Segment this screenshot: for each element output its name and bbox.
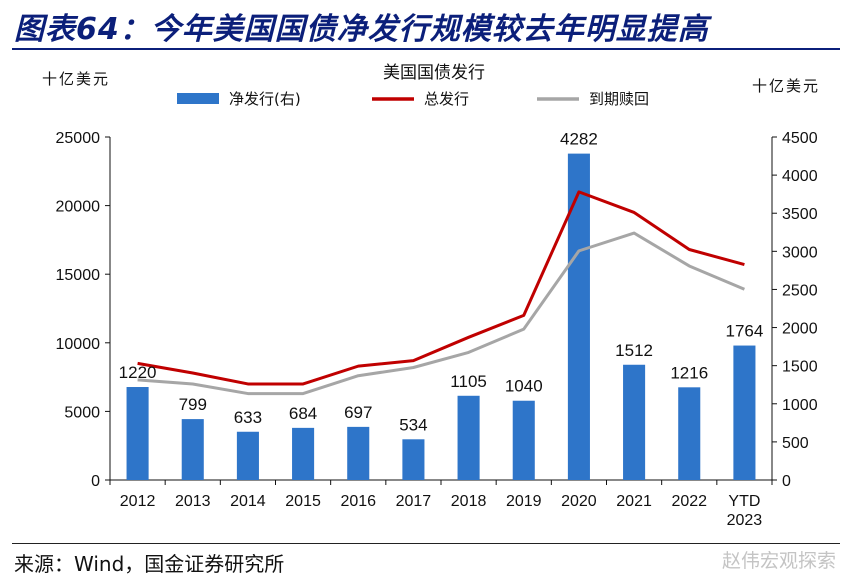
series-line — [137, 190, 745, 386]
x-tick-label: 2016 — [340, 493, 376, 510]
legend-label-redemption: 到期赎回 — [589, 90, 649, 108]
title-rule — [12, 48, 840, 50]
right-axis-tick-label: 3000 — [782, 244, 818, 261]
bar — [733, 345, 756, 480]
x-tick-label-line: 2015 — [285, 493, 321, 510]
right-axis-tick-label: 0 — [782, 473, 791, 490]
x-tick-label-line: 2022 — [671, 493, 707, 510]
bar-data-label: 684 — [289, 404, 317, 423]
chart: 美国国债发行 十亿美元 十亿美元 净发行(右) 总发行 到期赎回 0500010… — [42, 63, 820, 529]
bar-series — [126, 153, 756, 480]
x-tick-label-line: 2020 — [561, 493, 597, 510]
x-tick-label: 2013 — [175, 493, 211, 510]
bar-data-label: 633 — [234, 408, 262, 427]
x-tick-label: 2021 — [616, 493, 652, 510]
x-tick-label: 2014 — [230, 493, 266, 510]
bar-data-label: 1216 — [670, 363, 708, 382]
legend: 净发行(右) 总发行 到期赎回 — [177, 90, 649, 108]
x-tick-label-line: 2016 — [340, 493, 376, 510]
chart-title: 美国国债发行 — [383, 63, 485, 83]
right-axis-unit: 十亿美元 — [752, 77, 820, 95]
right-axis-tick-label: 4500 — [782, 130, 818, 147]
bar-data-label: 1764 — [726, 322, 764, 341]
x-tick-label-line: YTD — [728, 493, 760, 510]
bar — [623, 364, 646, 480]
x-tick-label: 2019 — [506, 493, 542, 510]
x-tick-label: 2017 — [396, 493, 432, 510]
bar-data-label: 534 — [399, 415, 427, 434]
left-axis-tick-label: 10000 — [56, 336, 101, 353]
left-axis-unit: 十亿美元 — [42, 70, 110, 88]
bar — [292, 427, 315, 480]
x-tick-label-line: 2013 — [175, 493, 211, 510]
bar — [236, 431, 259, 480]
x-tick-label-line: 2019 — [506, 493, 542, 510]
bar — [347, 426, 370, 480]
x-tick-label-line: 2017 — [396, 493, 432, 510]
x-tick-label-line: 2012 — [120, 493, 156, 510]
watermark: 赵伟宏观探索 — [721, 550, 836, 572]
bar-data-label: 1040 — [505, 377, 543, 396]
legend-swatch-net-issuance — [177, 93, 219, 104]
axes: 0 5000 10000 15000 20000 25000 0 500 1000 1500 200… — [56, 130, 818, 490]
left-axis-tick-label: 15000 — [56, 267, 101, 284]
x-tick-label: YTD 2023 — [727, 493, 763, 529]
right-axis-tick-label: 4000 — [782, 168, 818, 185]
legend-label-net-issuance: 净发行(右) — [229, 90, 301, 108]
x-tick-label: 2022 — [671, 493, 707, 510]
bar — [126, 387, 149, 480]
x-tick-label-line: 2021 — [616, 493, 652, 510]
right-axis-tick-label: 2000 — [782, 321, 818, 338]
line-series — [137, 190, 746, 396]
right-axis-tick-label: 500 — [782, 435, 809, 452]
x-tick-label: 2015 — [285, 493, 321, 510]
left-axis-tick-label: 0 — [91, 473, 100, 490]
left-axis-tick-label: 25000 — [56, 130, 101, 147]
bar-data-label: 799 — [179, 395, 207, 414]
x-tick-label-line: 2014 — [230, 493, 266, 510]
bar-data-label: 1512 — [615, 341, 653, 360]
bar — [457, 395, 480, 480]
bar-data-labels: 1220 799 633 684 697 534 1105 1040 4282 1512 1216 1… — [119, 130, 764, 435]
x-tick-label-line: 2023 — [727, 512, 763, 529]
series-line — [137, 231, 746, 396]
bar-data-label: 1220 — [119, 363, 157, 382]
bar-data-label: 697 — [344, 403, 372, 422]
right-axis-tick-label: 2500 — [782, 282, 818, 299]
x-tick-label-line: 2018 — [451, 493, 487, 510]
left-axis-tick-label: 20000 — [56, 199, 101, 216]
bar — [678, 387, 701, 480]
x-tick-labels: 2012 2013 2014 2015 2016 2017 2018 2019 2020 2021… — [120, 493, 763, 529]
bar — [512, 400, 535, 480]
source-note: 来源：Wind，国金证券研究所 — [14, 552, 285, 576]
bar — [567, 153, 590, 480]
legend-label-total-issuance: 总发行 — [424, 90, 469, 108]
figure-title: 图表64：今年美国国债净发行规模较去年明显提高 — [14, 12, 709, 47]
x-tick-label: 2020 — [561, 493, 597, 510]
bar — [181, 419, 204, 480]
source-rule — [12, 543, 840, 544]
bar-data-label: 4282 — [560, 130, 598, 149]
right-axis-tick-label: 3500 — [782, 206, 818, 223]
left-axis-tick-label: 5000 — [64, 404, 100, 421]
bar-data-label: 1105 — [450, 372, 487, 391]
right-axis-tick-label: 1000 — [782, 397, 818, 414]
bar — [402, 439, 425, 480]
right-axis-tick-label: 1500 — [782, 359, 818, 376]
x-tick-label: 2018 — [451, 493, 487, 510]
x-tick-label: 2012 — [120, 493, 156, 510]
